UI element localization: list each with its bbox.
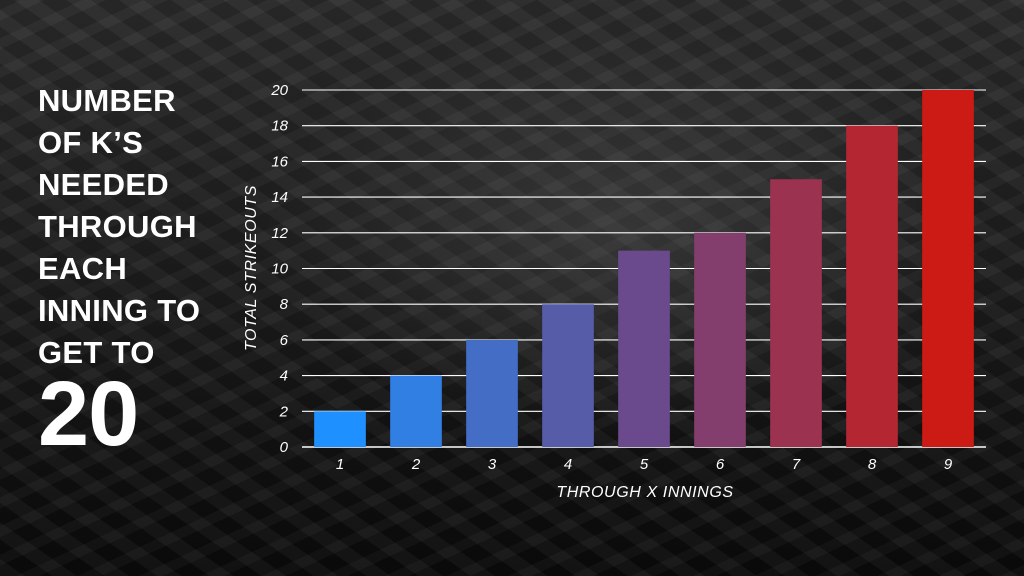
y-tick-label: 6: [280, 332, 289, 349]
headline-line-3: NEEDED: [38, 167, 169, 202]
bar-inning-3: [466, 339, 518, 447]
y-tick-label: 14: [271, 189, 288, 206]
bar-inning-7: [770, 179, 822, 447]
headline-line-2: OF K’S: [38, 125, 144, 160]
y-tick-labels: 0 2 4 6 8 10 12 14 16 18 20: [270, 82, 288, 456]
bars: [314, 90, 974, 447]
x-tick-label: 4: [564, 456, 572, 473]
headline: NUMBER OF K’S NEEDED THROUGH EACH INNING…: [38, 80, 238, 465]
bar-inning-4: [542, 304, 594, 447]
bar-inning-5: [618, 250, 670, 447]
y-tick-label: 10: [271, 261, 288, 278]
headline-line-1: NUMBER: [38, 83, 176, 118]
y-tick-label: 2: [279, 403, 289, 420]
x-tick-label: 5: [640, 456, 649, 473]
y-tick-label: 16: [271, 153, 288, 170]
headline-line-5: EACH: [38, 251, 128, 286]
x-tick-label: 3: [488, 456, 497, 473]
x-tick-label: 1: [336, 456, 344, 473]
y-tick-label: 4: [280, 368, 288, 385]
x-tick-label: 7: [792, 456, 801, 473]
headline-line-4: THROUGH: [38, 209, 197, 244]
headline-line-7: GET TO: [38, 335, 155, 370]
y-tick-label: 8: [280, 296, 289, 313]
x-tick-label: 9: [944, 456, 953, 473]
headline-line-6: INNING TO: [38, 293, 201, 328]
x-tick-labels: 1 2 3 4 5 6 7 8 9: [336, 456, 953, 473]
y-tick-label: 20: [270, 82, 288, 99]
x-tick-label: 8: [868, 456, 877, 473]
bar-inning-2: [390, 375, 442, 447]
bar-inning-8: [846, 125, 898, 447]
y-axis-title: TOTAL STRIKEOUTS: [243, 185, 260, 351]
bar-inning-6: [694, 232, 746, 447]
bar-inning-1: [314, 411, 366, 447]
x-tick-label: 2: [411, 456, 421, 473]
x-axis-title: THROUGH X INNINGS: [556, 484, 733, 501]
headline-big-number: 20: [38, 363, 139, 465]
y-tick-label: 18: [271, 118, 288, 135]
bar-inning-9: [922, 90, 974, 447]
x-tick-label: 6: [716, 456, 725, 473]
y-tick-label: 0: [280, 439, 289, 456]
y-tick-label: 12: [271, 225, 288, 242]
